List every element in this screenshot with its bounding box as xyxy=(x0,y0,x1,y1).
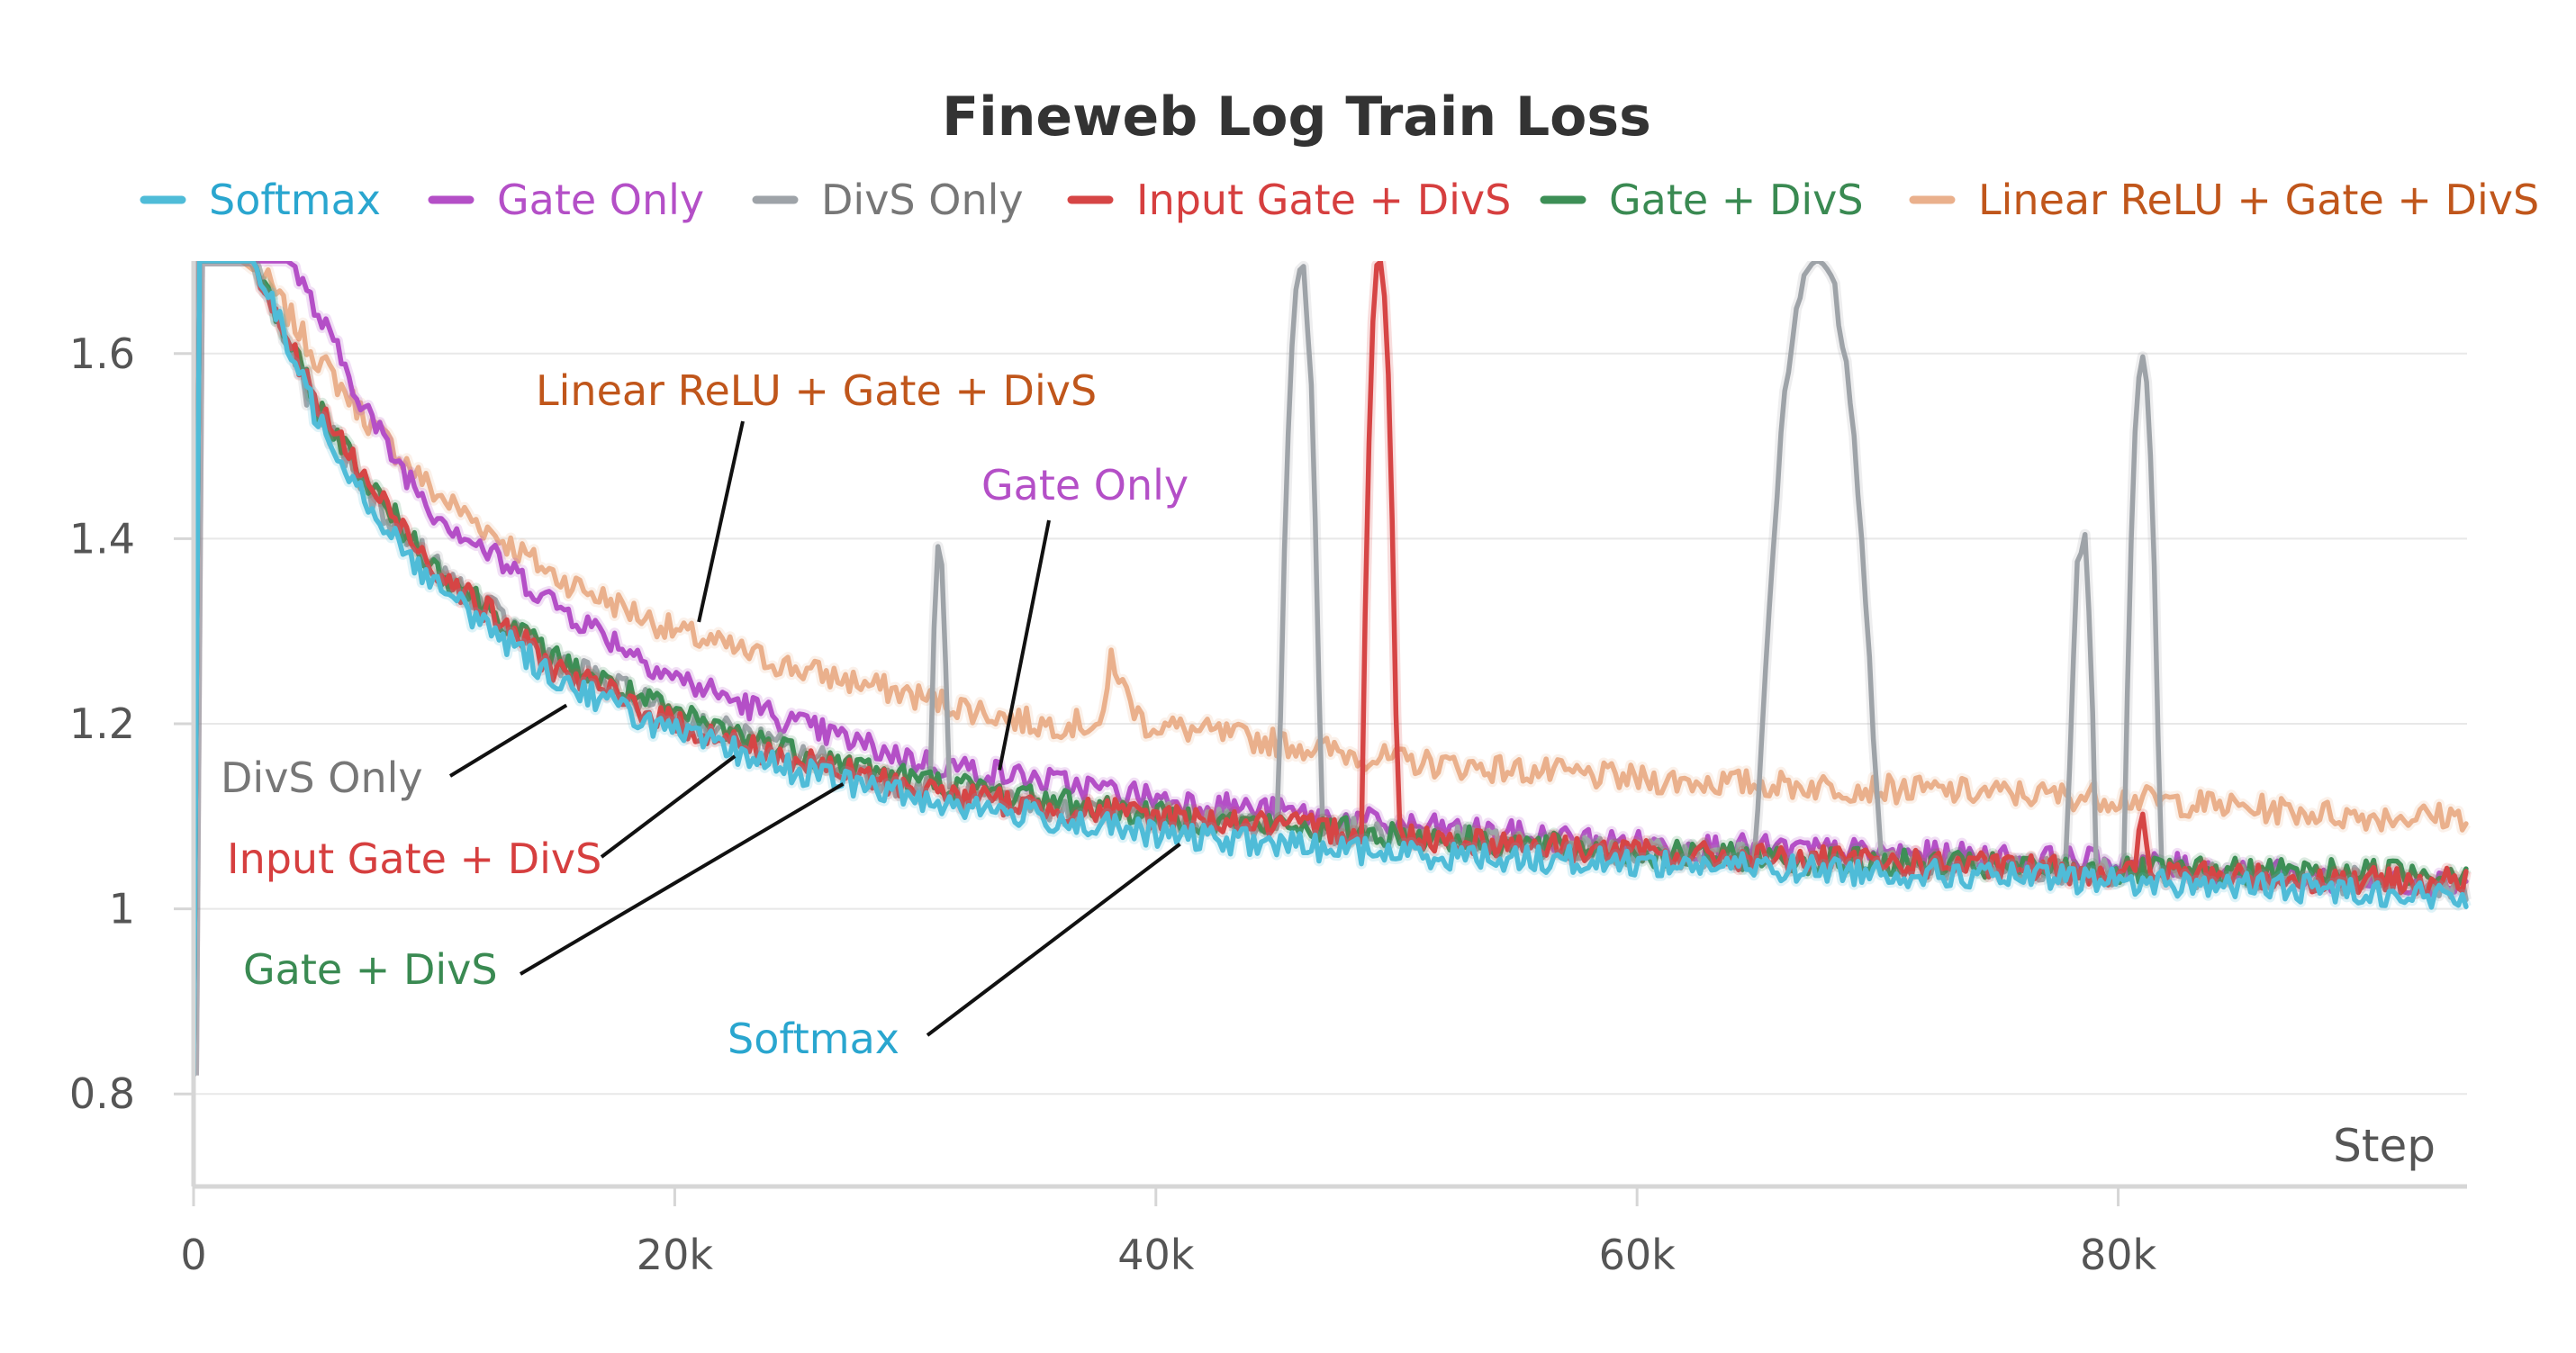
legend-item-gatedivs[interactable]: Gate + DivS xyxy=(1540,176,1864,224)
legend-label: Softmax xyxy=(209,176,381,224)
x-tick-label: 80k xyxy=(2080,1231,2157,1279)
annotation-leader-line xyxy=(697,420,745,623)
annotation-leader-line xyxy=(600,754,737,859)
annotation-leader-line xyxy=(998,519,1051,771)
series-line-softmax xyxy=(194,261,2469,1078)
annotation-label: Linear ReLU + Gate + DivS xyxy=(536,366,1097,415)
series-line-divs xyxy=(194,261,2469,1078)
y-tick-label: 1.6 xyxy=(69,329,135,378)
y-tick-label: 1 xyxy=(109,885,135,934)
annotation-label: Softmax xyxy=(728,1015,899,1063)
legend-label: Gate + DivS xyxy=(1609,176,1864,224)
annotation-linrelu: Linear ReLU + Gate + DivS xyxy=(536,366,1097,623)
annotation-label: Input Gate + DivS xyxy=(227,834,601,883)
x-axis-label: Step xyxy=(2333,1120,2436,1172)
x-tick-label: 60k xyxy=(1599,1231,1677,1279)
legend-item-softmax[interactable]: Softmax xyxy=(140,176,381,224)
y-tick-label: 1.4 xyxy=(69,514,135,563)
gridlines xyxy=(194,352,2467,1096)
chart-title: Fineweb Log Train Loss xyxy=(942,86,1651,149)
annotation-leader-line xyxy=(926,843,1181,1037)
y-axis-ticks: 0.8 1 1.2 1.4 1.6 xyxy=(69,329,194,1118)
annotation-input: Input Gate + DivS xyxy=(227,754,737,883)
legend-label: Input Gate + DivS xyxy=(1136,176,1511,224)
annotations: Linear ReLU + Gate + DivS Gate Only DivS O… xyxy=(221,366,1189,1063)
legend: Softmax Gate Only DivS Only Input Gate + Di… xyxy=(140,176,2539,224)
legend-item-gate[interactable]: Gate Only xyxy=(428,176,704,224)
annotation-divs: DivS Only xyxy=(221,703,568,802)
x-tick-label: 0 xyxy=(180,1231,206,1279)
legend-item-input[interactable]: Input Gate + DivS xyxy=(1067,176,1511,224)
legend-item-divs[interactable]: DivS Only xyxy=(752,176,1024,224)
annotation-softmax: Softmax xyxy=(728,843,1181,1063)
annotation-label: DivS Only xyxy=(221,753,423,802)
x-tick-label: 40k xyxy=(1117,1231,1195,1279)
legend-label: DivS Only xyxy=(821,176,1024,224)
annotation-label: Gate Only xyxy=(981,461,1189,510)
annotation-gate: Gate Only xyxy=(981,461,1189,771)
legend-item-linrelu[interactable]: Linear ReLU + Gate + DivS xyxy=(1909,176,2539,224)
annotation-gatedivs: Gate + DivS xyxy=(243,782,845,994)
plot-area xyxy=(194,261,2472,1078)
annotation-label: Gate + DivS xyxy=(243,945,498,994)
annotation-leader-line xyxy=(519,782,845,976)
legend-label: Gate Only xyxy=(497,176,704,224)
legend-label: Linear ReLU + Gate + DivS xyxy=(1978,176,2539,224)
y-tick-label: 0.8 xyxy=(69,1069,135,1118)
y-tick-label: 1.2 xyxy=(69,699,135,748)
x-tick-label: 20k xyxy=(637,1231,714,1279)
annotation-leader-line xyxy=(448,703,568,778)
x-axis-ticks: 0 20k 40k 60k 80k xyxy=(180,1186,2157,1279)
